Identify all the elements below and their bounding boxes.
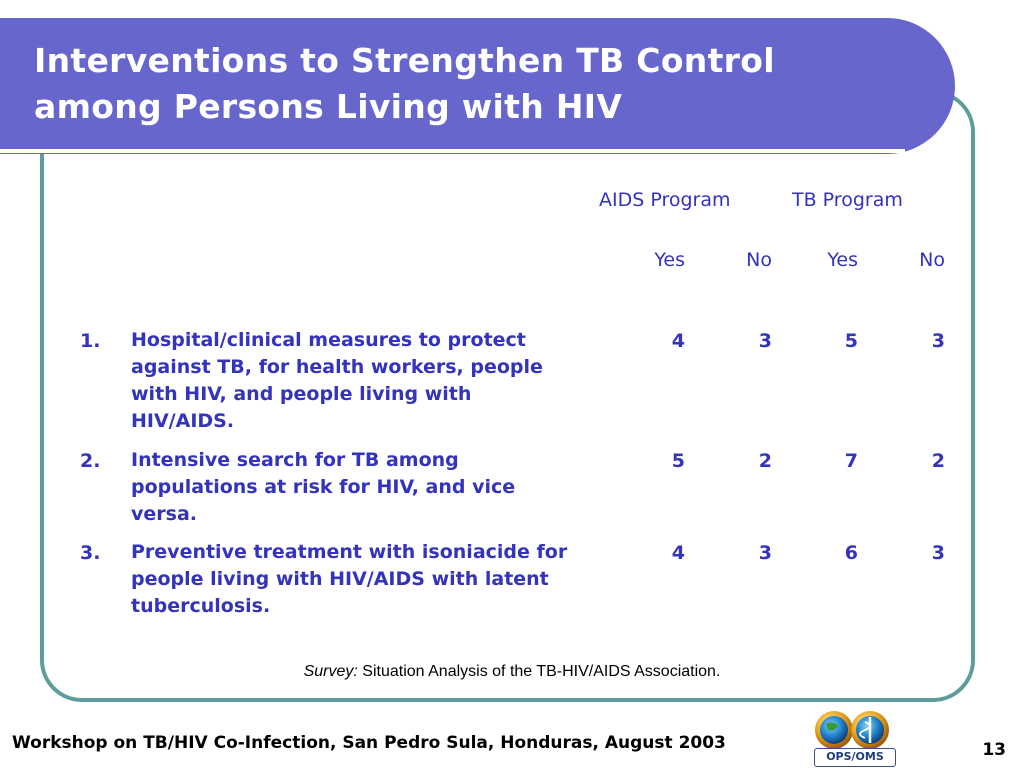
row-value-aids-no: 3 <box>758 542 772 564</box>
slide-title: Interventions to Strengthen TB Control a… <box>34 38 854 130</box>
row-value-tb-no: 3 <box>931 330 945 352</box>
content-frame <box>40 90 975 702</box>
title-underline <box>0 149 905 153</box>
row-value-aids-no: 2 <box>758 450 772 472</box>
row-value-tb-yes: 7 <box>844 450 858 472</box>
title-banner: Interventions to Strengthen TB Control a… <box>0 18 955 154</box>
row-value-tb-no: 2 <box>931 450 945 472</box>
row-value-aids-yes: 4 <box>671 542 685 564</box>
column-group-tb: TB Program <box>792 189 903 211</box>
row-value-tb-yes: 6 <box>844 542 858 564</box>
row-value-aids-yes: 4 <box>671 330 685 352</box>
row-value-aids-no: 3 <box>758 330 772 352</box>
subcol-aids-no: No <box>746 249 772 271</box>
column-group-aids: AIDS Program <box>599 189 731 211</box>
footer-text: Workshop on TB/HIV Co-Infection, San Ped… <box>12 733 726 753</box>
subcol-tb-yes: Yes <box>827 249 858 271</box>
source-label: Survey: <box>303 663 358 680</box>
row-number: 1. <box>80 330 101 352</box>
source-note: Survey: Situation Analysis of the TB-HIV… <box>0 663 1024 681</box>
subcol-aids-yes: Yes <box>654 249 685 271</box>
slide-title-text: Interventions to Strengthen TB Control a… <box>34 41 775 126</box>
row-number: 3. <box>80 542 101 564</box>
row-text: Hospital/clinical measures to protect ag… <box>131 329 543 432</box>
row-value-tb-yes: 5 <box>844 330 858 352</box>
subcol-tb-no: No <box>919 249 945 271</box>
row-text: Intensive search for TB among population… <box>131 449 516 525</box>
row-value-tb-no: 3 <box>931 542 945 564</box>
page-number: 13 <box>982 740 1006 760</box>
row-value-aids-yes: 5 <box>671 450 685 472</box>
logo-caption: OPS/OMS <box>814 748 896 767</box>
row-text: Preventive treatment with isoniacide for… <box>131 541 568 617</box>
row-number: 2. <box>80 450 101 472</box>
source-text: Situation Analysis of the TB-HIV/AIDS As… <box>362 663 721 680</box>
ops-oms-logo-icon <box>815 711 889 749</box>
